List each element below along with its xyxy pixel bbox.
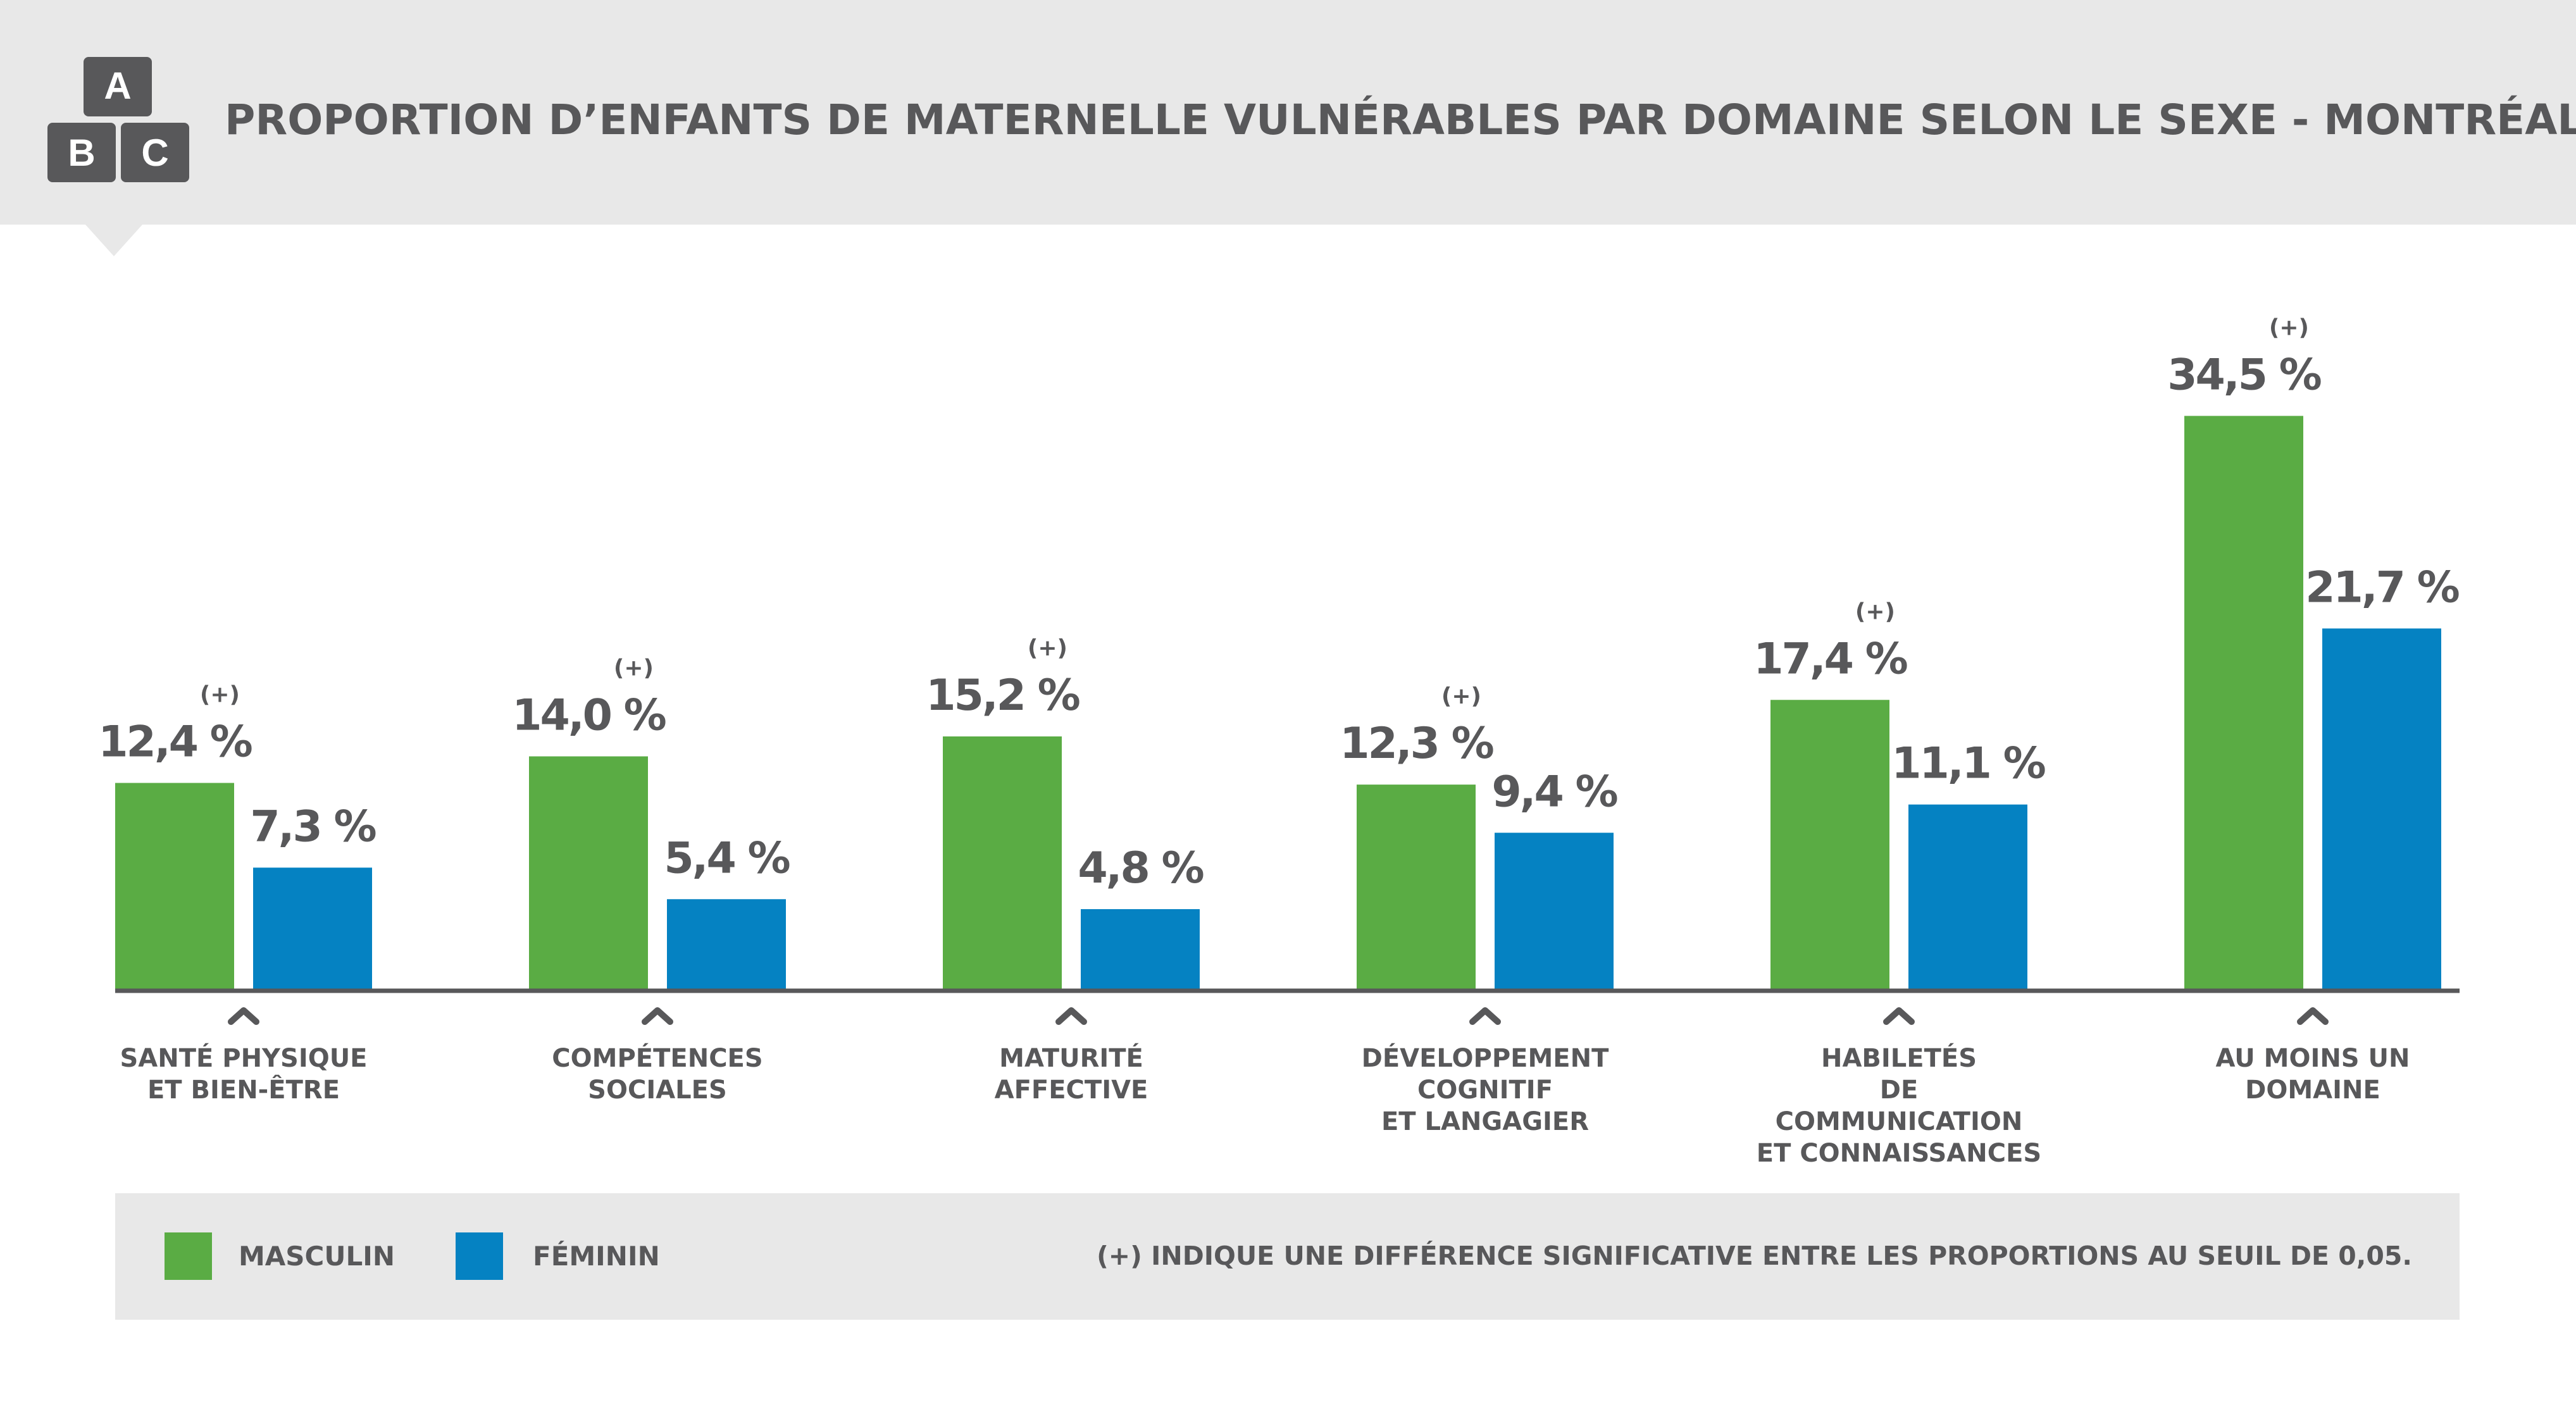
logo-block-b (47, 123, 116, 182)
logo-block-c (121, 123, 189, 182)
logo-letter-c: C (141, 132, 168, 174)
category-label-3: DÉVELOPPEMENT COGNITIF ET LANGAGIER (1362, 1043, 1609, 1136)
category-label-line: COMMUNICATION (1776, 1107, 2023, 1136)
chevron-up-icon (1469, 1007, 1501, 1025)
logo-letter-b: B (68, 132, 95, 174)
category-label-line: AFFECTIVE (995, 1076, 1148, 1105)
bar-masculin-2 (943, 736, 1062, 989)
legend-label-masculin: MASCULIN (239, 1241, 395, 1272)
data-label-feminin-2: 4,8 % (1078, 843, 1203, 893)
chevron-up-icon (2297, 1007, 2329, 1025)
bar-masculin-0 (115, 783, 234, 989)
category-label-line: ET LANGAGIER (1381, 1107, 1589, 1136)
bar-masculin-1 (529, 756, 648, 989)
category-label-line: HABILETÉS (1821, 1043, 1977, 1073)
data-label-feminin-4: 11,1 % (1891, 739, 2044, 789)
category-label-line: SANTÉ PHYSIQUE (120, 1043, 367, 1073)
category-label-5: AU MOINS UN DOMAINE (2216, 1044, 2410, 1105)
logo-block-a (84, 57, 152, 116)
category-label-line: AU MOINS UN (2216, 1044, 2410, 1073)
data-label-masculin-1: 14,0 % (512, 691, 665, 741)
data-label-feminin-3: 9,4 % (1491, 767, 1617, 817)
data-label-feminin-5: 21,7 % (2305, 562, 2458, 612)
significance-marker-2: (+) (1028, 635, 1067, 661)
category-label-line: COGNITIF (1417, 1076, 1553, 1105)
bar-feminin-2 (1081, 909, 1200, 989)
page-title: PROPORTION D’ENFANTS DE MATERNELLE VULNÉ… (225, 96, 2576, 144)
category-label-4: HABILETÉS DE COMMUNICATION ET CONNAISSANCES (1757, 1043, 2041, 1168)
bar-feminin-5 (2322, 628, 2441, 989)
chevron-up-icon (1883, 1007, 1915, 1025)
category-label-2: MATURITÉ AFFECTIVE (995, 1043, 1148, 1105)
significance-marker-3: (+) (1441, 683, 1481, 709)
significance-marker-4: (+) (1855, 599, 1895, 624)
bar-chart: 12,4 % (+) 7,3 % SANTÉ PHYSIQUE ET BIEN-ÊTRE… (98, 314, 2460, 1168)
significance-marker-0: (+) (200, 682, 240, 708)
data-label-feminin-1: 5,4 % (664, 833, 789, 883)
header-band: A B C PROPORTION D’ENFANTS DE MATERNELLE… (0, 0, 2576, 225)
bar-masculin-4 (1770, 700, 1889, 989)
significance-marker-1: (+) (614, 655, 654, 681)
header-pointer (85, 225, 142, 256)
data-label-feminin-0: 7,3 % (250, 802, 375, 852)
data-label-masculin-0: 12,4 % (98, 717, 251, 767)
category-label-line: MATURITÉ (999, 1043, 1143, 1073)
category-label-line: DÉVELOPPEMENT (1362, 1043, 1609, 1073)
legend-swatch-masculin (165, 1232, 212, 1280)
significance-marker-5: (+) (2269, 314, 2309, 340)
category-label-line: DOMAINE (2245, 1076, 2380, 1105)
bar-masculin-3 (1357, 785, 1476, 989)
category-label-line: COMPÉTENCES (552, 1043, 762, 1073)
bar-feminin-3 (1495, 833, 1614, 989)
bar-masculin-5 (2184, 416, 2303, 989)
legend-swatch-feminin (456, 1232, 503, 1280)
abc-blocks-icon: A B C (47, 57, 189, 182)
category-label-1: COMPÉTENCES SOCIALES (552, 1043, 762, 1105)
chevron-up-icon (642, 1007, 673, 1025)
significance-note: (+) INDIQUE UNE DIFFÉRENCE SIGNIFICATIVE… (1097, 1241, 2412, 1271)
data-label-masculin-4: 17,4 % (1753, 634, 1907, 684)
legend-panel: MASCULIN FÉMININ (+) INDIQUE UNE DIFFÉRE… (115, 1193, 2460, 1320)
category-label-line: SOCIALES (588, 1076, 727, 1105)
data-label-masculin-3: 12,3 % (1340, 719, 1493, 769)
bar-feminin-4 (1908, 804, 2027, 989)
category-label-line: ET CONNAISSANCES (1757, 1139, 2041, 1168)
bar-feminin-0 (253, 867, 372, 989)
bar-feminin-1 (667, 899, 786, 989)
logo-letter-a: A (104, 65, 131, 107)
chevron-up-icon (1055, 1007, 1087, 1025)
data-label-masculin-2: 15,2 % (926, 671, 1079, 721)
legend-label-feminin: FÉMININ (533, 1241, 660, 1272)
data-label-masculin-5: 34,5 % (2167, 350, 2320, 400)
category-label-line: DE (1880, 1076, 1919, 1105)
chevron-up-icon (228, 1007, 259, 1025)
category-label-0: SANTÉ PHYSIQUE ET BIEN-ÊTRE (120, 1043, 367, 1105)
category-label-line: ET BIEN-ÊTRE (147, 1074, 340, 1105)
